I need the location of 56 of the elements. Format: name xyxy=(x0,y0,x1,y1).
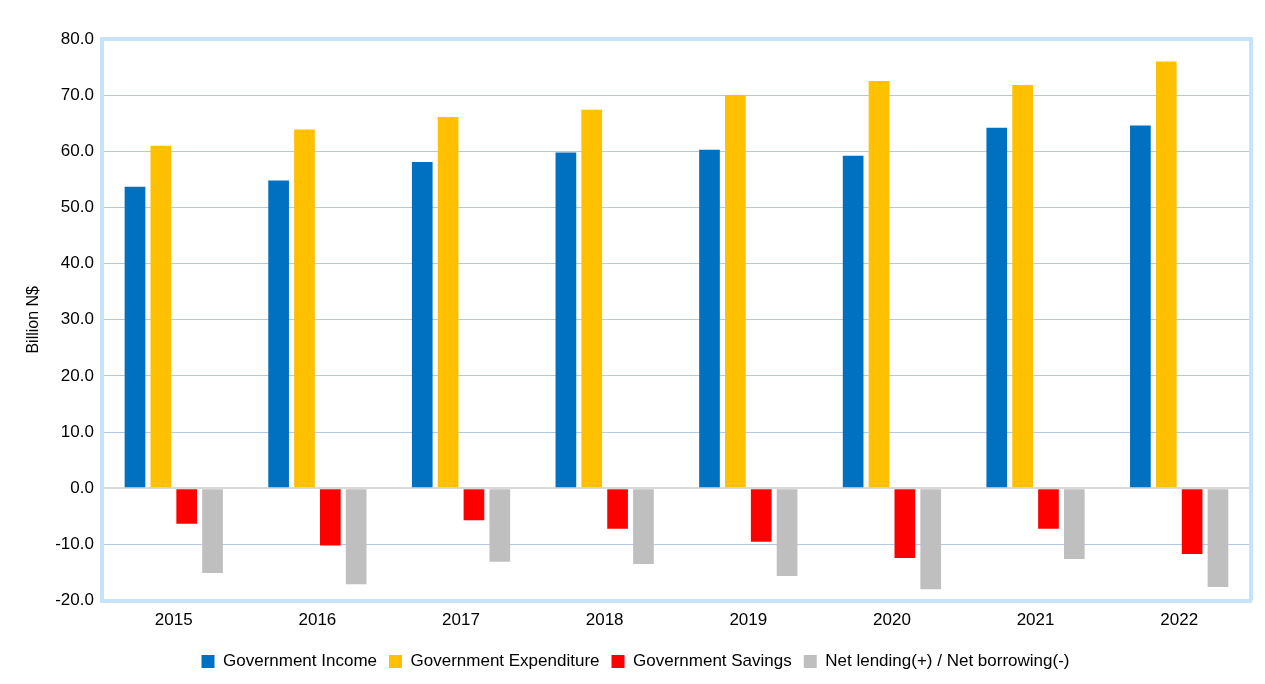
x-tick-label: 2021 xyxy=(1016,610,1055,630)
y-tick-label: 30.0 xyxy=(60,309,94,329)
x-tick-label: 2019 xyxy=(729,610,768,630)
bar xyxy=(1207,489,1229,588)
bar xyxy=(986,127,1008,488)
y-tick-label: 70.0 xyxy=(60,84,94,104)
bar xyxy=(345,489,367,585)
x-tick-label: 2018 xyxy=(585,610,624,630)
y-tick-label: 10.0 xyxy=(60,421,94,441)
bar xyxy=(268,180,289,488)
bar xyxy=(776,489,798,576)
legend-label: Government Savings xyxy=(633,651,792,671)
bar xyxy=(894,489,916,558)
x-tick-label: 2015 xyxy=(154,610,193,630)
bar xyxy=(750,489,772,542)
bar xyxy=(842,155,864,488)
y-tick-label: 60.0 xyxy=(60,141,94,161)
bar xyxy=(699,149,720,488)
y-axis-title: Billion N$ xyxy=(24,285,42,354)
y-tick-label: 80.0 xyxy=(60,28,94,48)
y-tick-label: 0.0 xyxy=(70,477,94,497)
legend-label: Government Income xyxy=(223,651,378,671)
bar xyxy=(581,109,603,488)
bar xyxy=(489,489,511,562)
y-tick-label: -10.0 xyxy=(55,534,94,554)
bar xyxy=(725,95,746,488)
bar xyxy=(1012,85,1033,488)
y-tick-label: 40.0 xyxy=(60,253,94,273)
bar xyxy=(1038,489,1059,529)
y-tick-label: 20.0 xyxy=(60,365,94,385)
x-tick-label: 2016 xyxy=(298,610,337,630)
y-tick-label: 50.0 xyxy=(60,197,94,217)
bar xyxy=(920,489,942,590)
bar xyxy=(1155,61,1177,488)
bar xyxy=(868,81,890,488)
bar xyxy=(1130,125,1151,488)
bar xyxy=(411,161,433,488)
bar xyxy=(176,489,198,524)
bar xyxy=(202,489,223,574)
bar xyxy=(633,489,654,565)
x-tick-label: 2017 xyxy=(442,610,480,630)
legend-label: Net lending(+) / Net borrowing(-) xyxy=(825,651,1070,671)
bar xyxy=(294,129,315,488)
x-tick-label: 2020 xyxy=(873,610,911,630)
bar xyxy=(319,489,341,546)
bar xyxy=(150,145,172,488)
bar xyxy=(437,117,459,488)
bar xyxy=(124,186,146,488)
bar xyxy=(1181,489,1203,554)
legend-label: Government Expenditure xyxy=(410,651,600,671)
bar xyxy=(1063,489,1085,560)
bar xyxy=(555,152,577,488)
bar xyxy=(607,489,628,529)
bar xyxy=(463,489,485,521)
y-tick-label: -20.0 xyxy=(55,590,94,610)
x-tick-label: 2022 xyxy=(1160,610,1199,630)
